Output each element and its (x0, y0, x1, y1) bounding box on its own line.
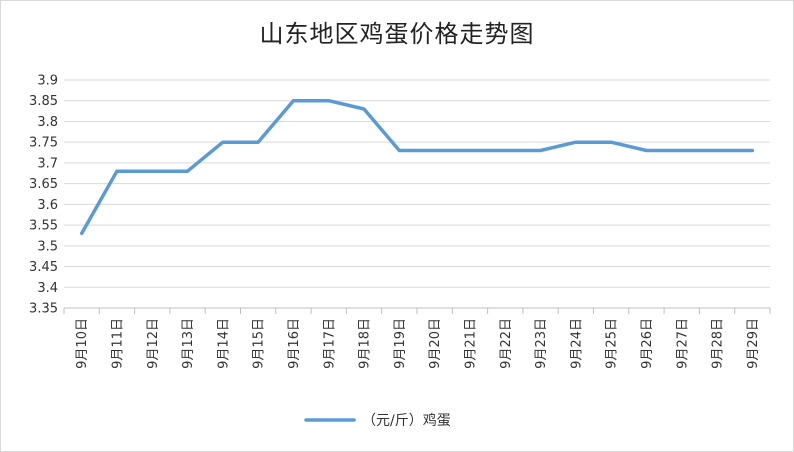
chart-title: 山东地区鸡蛋价格走势图 (259, 20, 535, 48)
x-tick-label: 9月17日 (322, 318, 337, 369)
x-tick-label: 9月29日 (746, 318, 761, 369)
x-tick-label: 9月10日 (75, 318, 90, 369)
y-tick-label: 3.85 (29, 94, 58, 109)
y-tick-label: 3.7 (37, 156, 58, 171)
data-point (186, 169, 190, 173)
data-point (503, 148, 507, 152)
x-tick-label: 9月11日 (110, 318, 125, 369)
legend: （元/斤）鸡蛋 (304, 412, 451, 429)
data-point (256, 140, 260, 144)
data-point (327, 99, 331, 103)
data-point (539, 148, 543, 152)
data-point (750, 148, 754, 152)
data-point (291, 99, 295, 103)
y-axis-ticks: 3.35 3.4 3.45 3.5 3.55 3.6 3.65 3.7 3.75 3.8 3.85 3… (29, 74, 58, 317)
gridlines (64, 79, 770, 309)
x-axis-ticks: 9月10日 9月11日 9月12日 9月13日 9月14日 9月15日 9月16日 9月17日… (75, 318, 761, 369)
y-tick-label: 3.8 (37, 115, 58, 130)
data-point (397, 148, 401, 152)
x-tick-label: 9月16日 (287, 318, 302, 369)
y-tick-label: 3.9 (37, 74, 58, 89)
x-tick-label: 9月18日 (358, 318, 373, 369)
data-point (80, 231, 84, 235)
data-point (362, 107, 366, 111)
x-tick-label: 9月12日 (146, 318, 161, 369)
x-tick-label: 9月20日 (428, 318, 443, 369)
y-tick-label: 3.55 (29, 219, 58, 234)
data-point (609, 140, 613, 144)
x-tick-label: 9月13日 (181, 318, 196, 369)
data-point (150, 169, 154, 173)
data-point (115, 169, 119, 173)
x-tick-label: 9月27日 (675, 318, 690, 369)
data-point (644, 148, 648, 152)
x-tick-label: 9月23日 (534, 318, 549, 369)
series-line (79, 98, 755, 236)
x-tick-label: 9月26日 (640, 318, 655, 369)
data-point (680, 148, 684, 152)
y-tick-label: 3.35 (29, 302, 58, 317)
y-tick-label: 3.45 (29, 260, 58, 275)
y-tick-label: 3.4 (37, 281, 58, 296)
y-tick-label: 3.5 (37, 239, 58, 254)
data-point (574, 140, 578, 144)
data-point (433, 148, 437, 152)
x-tick-label: 9月28日 (711, 318, 726, 369)
y-tick-label: 3.75 (29, 136, 58, 151)
x-tick-label: 9月22日 (499, 318, 514, 369)
x-tick-label: 9月19日 (393, 318, 408, 369)
x-axis (63, 307, 771, 314)
x-tick-label: 9月24日 (569, 318, 584, 369)
x-tick-label: 9月14日 (216, 318, 231, 369)
series-layer (79, 98, 755, 236)
y-tick-label: 3.6 (37, 198, 58, 213)
y-tick-label: 3.65 (29, 177, 58, 192)
legend-label: （元/斤）鸡蛋 (362, 412, 451, 429)
data-point (715, 148, 719, 152)
x-tick-label: 9月15日 (252, 318, 267, 369)
x-tick-label: 9月25日 (605, 318, 620, 369)
x-tick-label: 9月21日 (463, 318, 478, 369)
data-point (221, 140, 225, 144)
data-point (468, 148, 472, 152)
